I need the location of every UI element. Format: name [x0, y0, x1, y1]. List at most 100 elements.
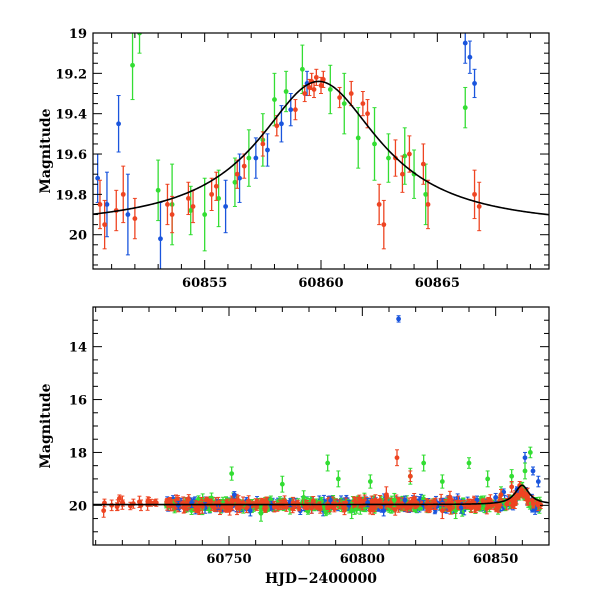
data-point-r-band [102, 498, 107, 508]
data-point-r-band [381, 199, 387, 250]
data-point-r-band [313, 68, 319, 86]
y-tick-label: 20 [69, 499, 87, 514]
data-point-g-band [155, 159, 161, 222]
model-curve [93, 484, 549, 506]
data-point-b-band [462, 33, 468, 64]
x-tick-label: 60850 [473, 552, 518, 567]
data-point-r-band [471, 500, 477, 513]
data-point-r-band [420, 143, 426, 185]
data-point-r-band [209, 177, 215, 212]
data-point-b-band [237, 153, 242, 203]
data-point-r-band [199, 499, 205, 514]
data-point-r-band [530, 500, 536, 508]
y-tick-label: 16 [69, 394, 87, 409]
data-point-g-band [527, 446, 533, 459]
data-point-r-band [370, 500, 376, 516]
y-axis-label: Magnitude [38, 108, 54, 193]
x-tick-label: 60860 [298, 276, 343, 291]
data-point-r-band [425, 179, 431, 230]
data-point-r-band [97, 179, 103, 230]
data-point-b-band [125, 173, 131, 256]
data-point-g-band [462, 86, 468, 129]
data-point-r-band [337, 86, 343, 109]
y-tick-label: 19.4 [55, 108, 87, 123]
data-point-r-band [165, 183, 170, 226]
x-axis-label: HJD−2400000 [265, 571, 377, 587]
data-point-r-band [101, 503, 107, 518]
data-point-b-band [253, 137, 259, 179]
data-point-r-band [102, 199, 108, 250]
data-point-r-band [306, 78, 312, 97]
data-point-g-band [246, 129, 252, 187]
data-point-g-band [372, 107, 377, 181]
data-point-r-band [509, 481, 515, 493]
data-point-r-band [400, 155, 405, 193]
data-point-g-band [272, 72, 277, 127]
data-point-g-band [349, 502, 355, 520]
data-point-r-band [185, 181, 191, 216]
data-point-r-band [293, 99, 298, 121]
y-tick-label: 20 [69, 229, 87, 244]
data-point-r-band [341, 500, 347, 513]
data-point-r-band [109, 499, 115, 512]
data-point-g-band [335, 470, 341, 488]
data-point-r-band [365, 99, 370, 129]
data-point-g-band [327, 64, 333, 115]
x-tick-label: 60855 [182, 276, 227, 291]
data-point-g-band [355, 107, 361, 169]
data-point-r-band [114, 502, 120, 512]
data-point-g-band [188, 185, 194, 236]
data-point-g-band [485, 470, 491, 488]
data-point-g-band [509, 469, 515, 484]
data-point-r-band [262, 507, 268, 513]
data-point-b-band [493, 492, 499, 502]
data-point-g-band [229, 466, 235, 481]
data-point-r-band [348, 80, 354, 107]
bottom-panel-full-light-curve: 60750 60800 60850 14 16 18 20 Magnitude HJD−2400… [38, 306, 550, 587]
data-point-r-band [472, 169, 477, 220]
data-point-g-band [439, 474, 445, 489]
data-point-r-band [333, 498, 339, 511]
data-point-b-band [116, 95, 121, 153]
data-point-r-band [476, 181, 482, 232]
data-point-r-band [271, 500, 277, 513]
data-point-r-band [407, 135, 412, 173]
data-point-b-band [247, 504, 253, 517]
y-tick-label: 19.8 [55, 188, 87, 203]
data-point-g-band [386, 133, 391, 183]
data-point-b-band [467, 40, 473, 74]
y-axis-label: Magnitude [38, 383, 54, 468]
data-point-g-band [279, 475, 285, 493]
y-tick-label: 19 [69, 27, 87, 42]
data-point-b-band [530, 466, 536, 476]
data-point-g-band [325, 454, 331, 472]
data-point-r-band [320, 70, 326, 88]
data-point-r-band [383, 486, 389, 504]
x-tick-label: 60865 [415, 276, 460, 291]
data-point-b-band [223, 179, 229, 234]
data-point-r-band [376, 183, 382, 226]
x-tick-label: 60800 [340, 552, 385, 567]
data-point-b-band [231, 491, 237, 499]
data-point-g-band [522, 462, 528, 480]
data-point-r-band [498, 488, 504, 501]
data-point-g-band [423, 163, 429, 226]
data-point-r-band [120, 165, 126, 224]
data-point-r-band [513, 500, 518, 506]
data-point-g-band [202, 177, 208, 252]
data-point-r-band [360, 90, 366, 117]
data-point-r-band [517, 481, 523, 490]
data-point-g-band [367, 474, 373, 489]
plot-area [93, 33, 549, 269]
data-point-g-band [466, 457, 472, 469]
top-panel-zoom-light-curve: 60855 60860 60865 19 19.2 19.4 19.6 19.8 20 Magni… [38, 27, 550, 291]
data-point-b-band [265, 133, 270, 167]
data-point-r-band [234, 500, 240, 516]
data-point-r-band [407, 470, 413, 483]
data-point-g-band [421, 454, 427, 472]
y-tick-label: 18 [69, 446, 87, 461]
x-tick-label: 60750 [206, 552, 251, 567]
plot-frame [92, 32, 550, 270]
data-point-g-band [232, 157, 238, 207]
